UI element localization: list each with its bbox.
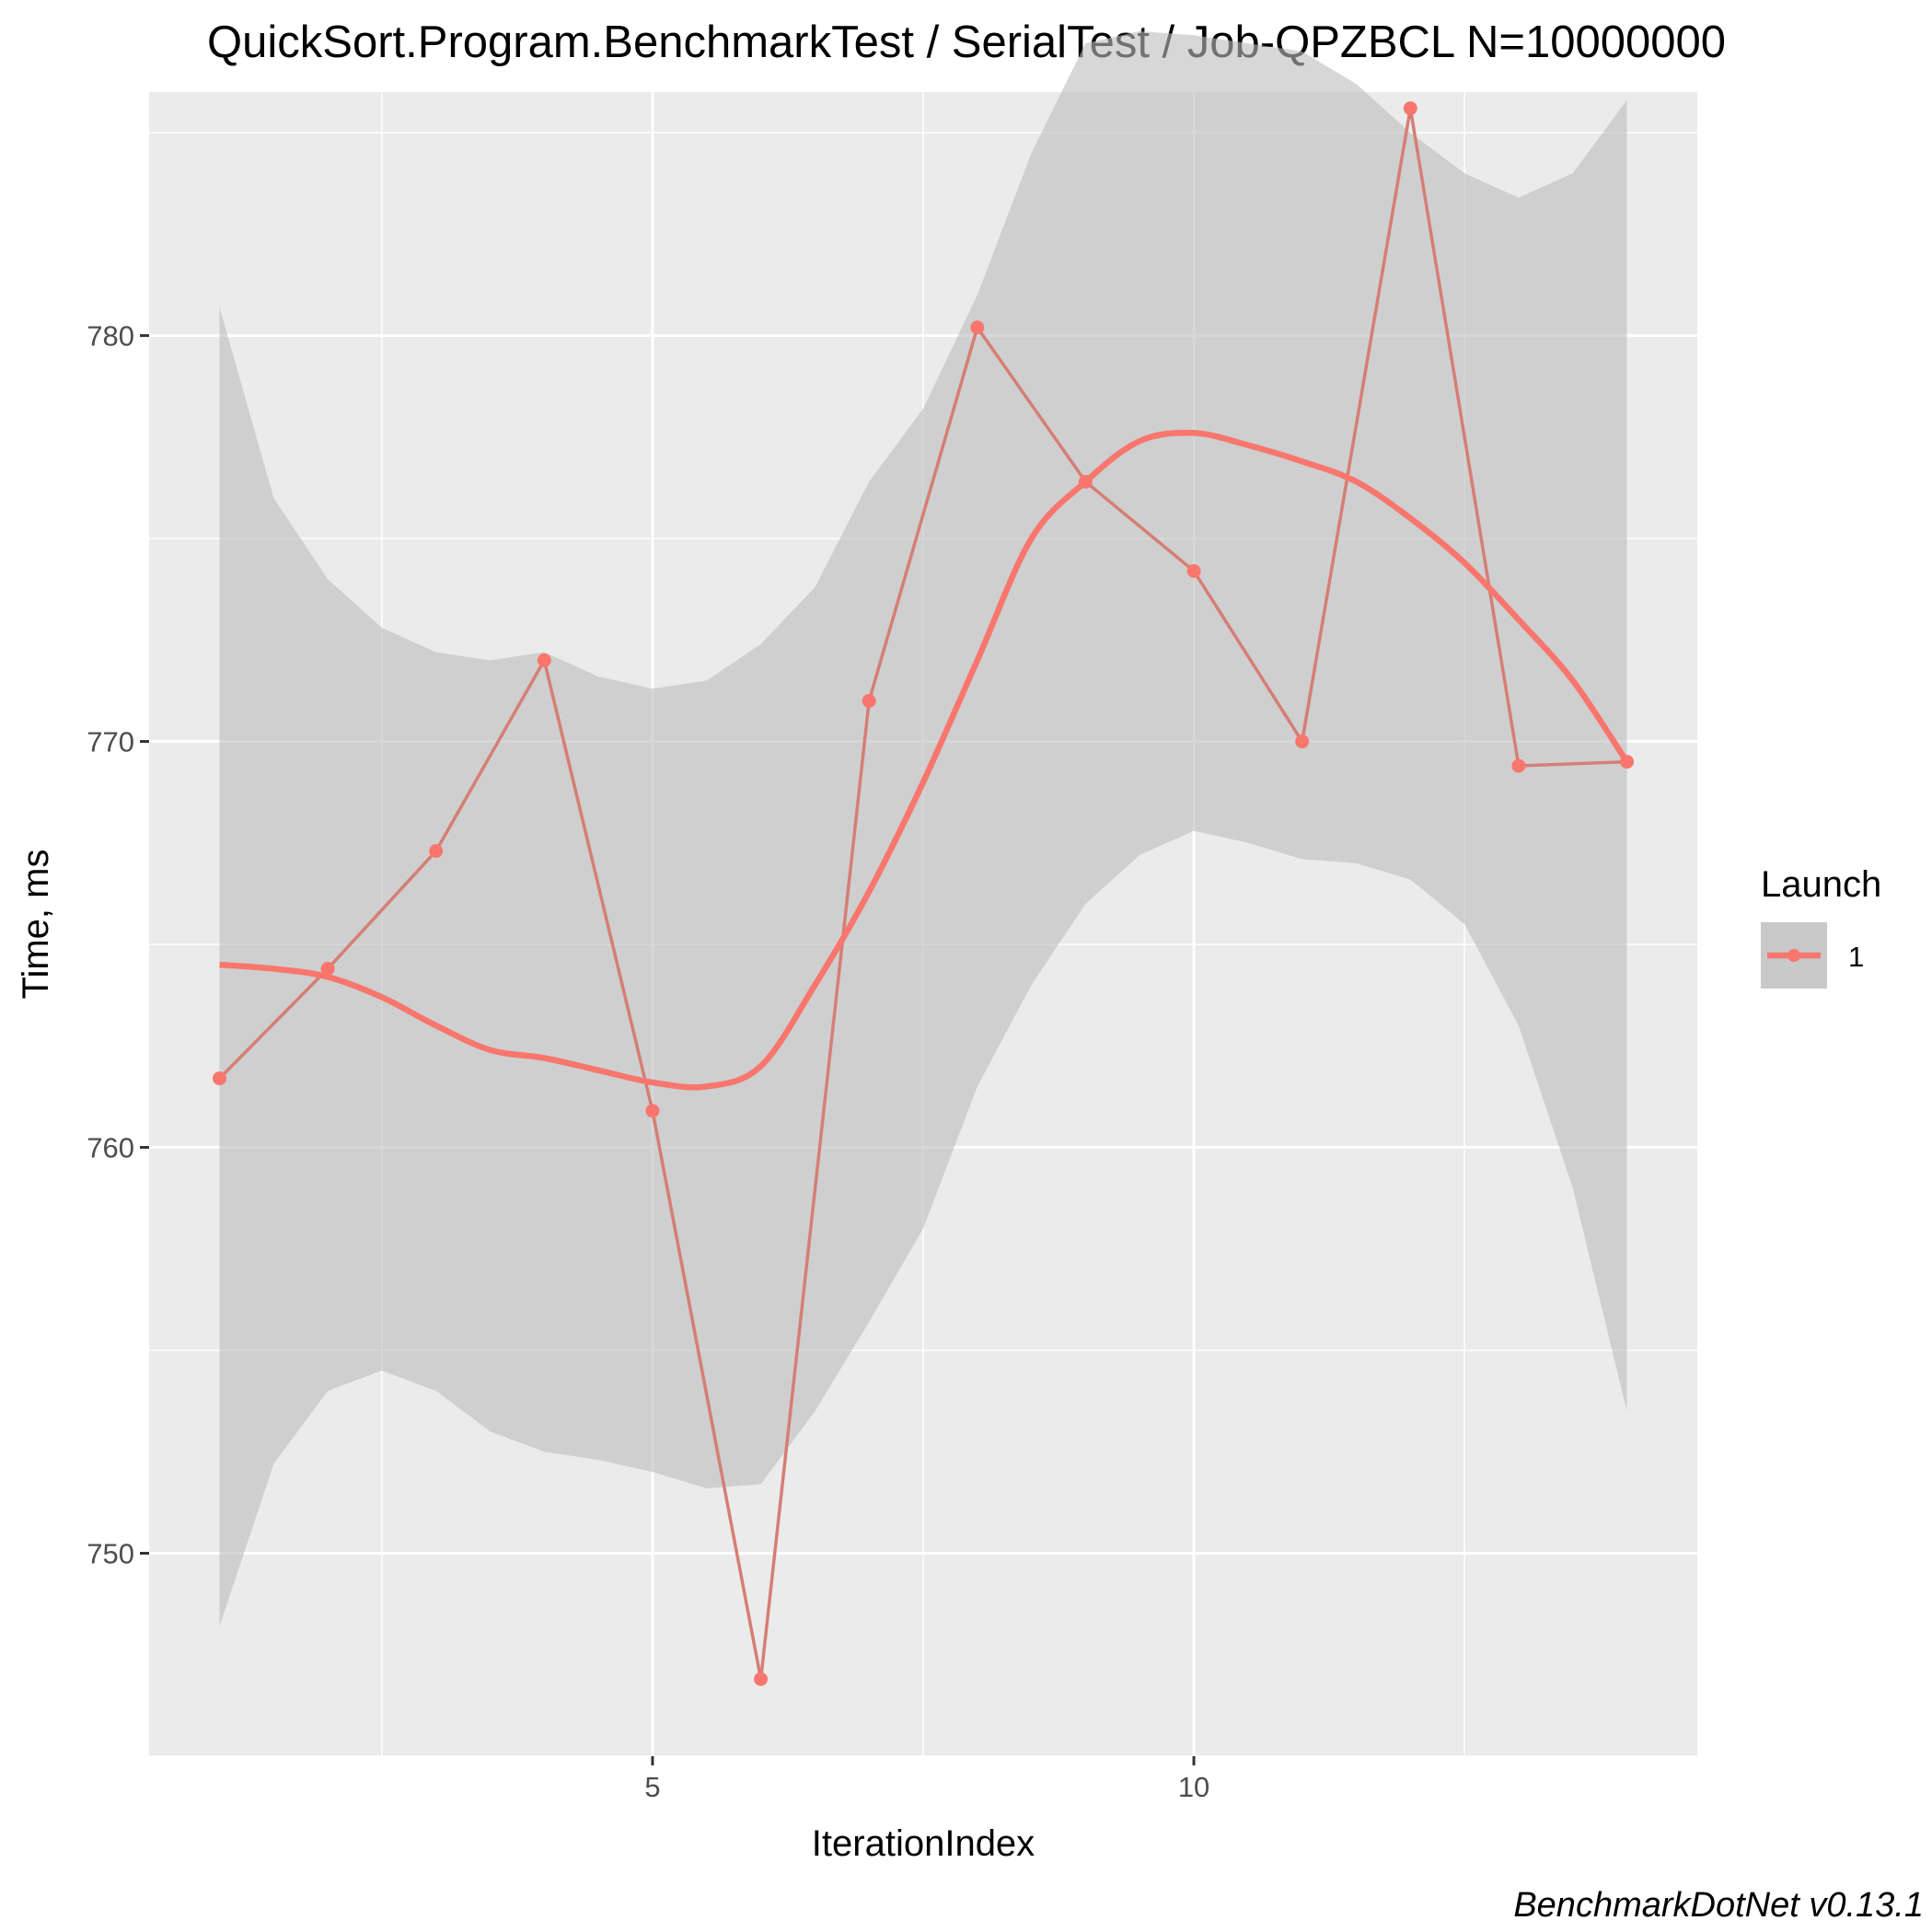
- data-point: [1186, 563, 1201, 578]
- data-point: [1078, 474, 1093, 489]
- data-point: [429, 844, 444, 859]
- data-point: [320, 962, 335, 977]
- data-point: [1511, 758, 1526, 773]
- y-tick-label: 770: [87, 726, 134, 758]
- chart-title: QuickSort.Program.BenchmarkTest / Serial…: [207, 17, 1726, 67]
- data-point: [537, 653, 551, 667]
- x-axis-title: IterationIndex: [812, 1823, 1035, 1864]
- y-tick-label: 750: [87, 1538, 134, 1570]
- x-tick-label: 5: [644, 1771, 660, 1803]
- data-point: [1620, 755, 1635, 769]
- data-point: [212, 1071, 226, 1086]
- confidence-ribbon: [219, 30, 1627, 1626]
- caption: BenchmarkDotNet v0.13.1: [1513, 1886, 1924, 1925]
- data-point: [1403, 101, 1417, 116]
- data-point: [1295, 735, 1310, 749]
- data-points: [212, 101, 1635, 1686]
- legend-title: Launch: [1761, 864, 1881, 905]
- x-axis-ticks: 5 10: [644, 1756, 1209, 1803]
- series-line: [218, 108, 1627, 1680]
- y-axis-ticks: 750 760 770 780: [87, 320, 149, 1570]
- data-point: [970, 320, 985, 335]
- legend-key-point: [1787, 949, 1800, 962]
- data-point: [645, 1104, 660, 1118]
- data-point: [754, 1672, 769, 1686]
- y-tick-label: 760: [87, 1132, 134, 1164]
- x-tick-label: 10: [1178, 1771, 1209, 1803]
- legend: Launch 1: [1761, 864, 1881, 989]
- y-axis-title: Time, ms: [16, 850, 56, 1000]
- data-point: [862, 693, 876, 708]
- y-tick-label: 780: [87, 320, 134, 353]
- legend-label: 1: [1848, 941, 1864, 973]
- smooth-line: [219, 429, 1630, 1091]
